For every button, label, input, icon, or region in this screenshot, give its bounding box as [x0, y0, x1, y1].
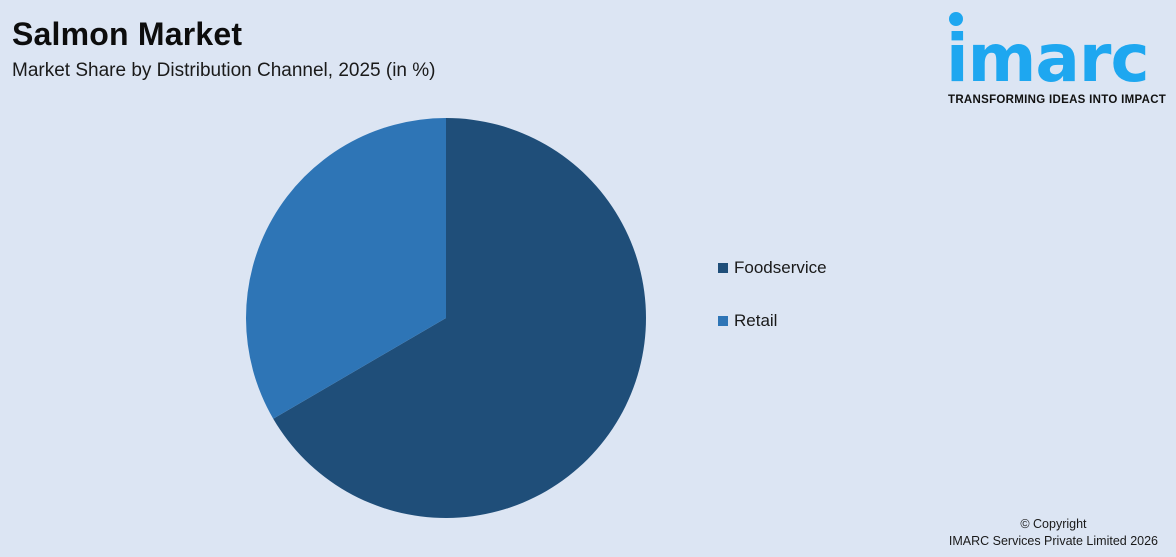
logo-wordmark: imarc: [946, 20, 1150, 97]
legend-label-retail: Retail: [734, 311, 778, 330]
pie-slice-foodservice: [273, 118, 646, 518]
imarc-logo: imarc TRANSFORMING IDEAS INTO IMPACT: [940, 8, 1176, 112]
pie-slice-retail: [245, 117, 446, 419]
legend-swatch-retail: [718, 316, 728, 326]
copyright-notice: © Copyright IMARC Services Private Limit…: [949, 516, 1158, 550]
chart-legend: Foodservice Retail: [718, 258, 827, 364]
legend-swatch-foodservice: [718, 263, 728, 273]
logo-dot-icon: [949, 12, 963, 26]
copyright-line-1: © Copyright: [1020, 517, 1087, 531]
chart-subtitle: Market Share by Distribution Channel, 20…: [12, 60, 436, 81]
legend-item-retail: Retail: [718, 311, 827, 331]
legend-label-foodservice: Foodservice: [734, 258, 827, 277]
legend-item-foodservice: Foodservice: [718, 258, 827, 278]
logo-tagline: TRANSFORMING IDEAS INTO IMPACT: [948, 94, 1167, 106]
chart-title: Salmon Market: [12, 16, 243, 52]
copyright-line-2: IMARC Services Private Limited 2026: [948, 534, 1158, 548]
